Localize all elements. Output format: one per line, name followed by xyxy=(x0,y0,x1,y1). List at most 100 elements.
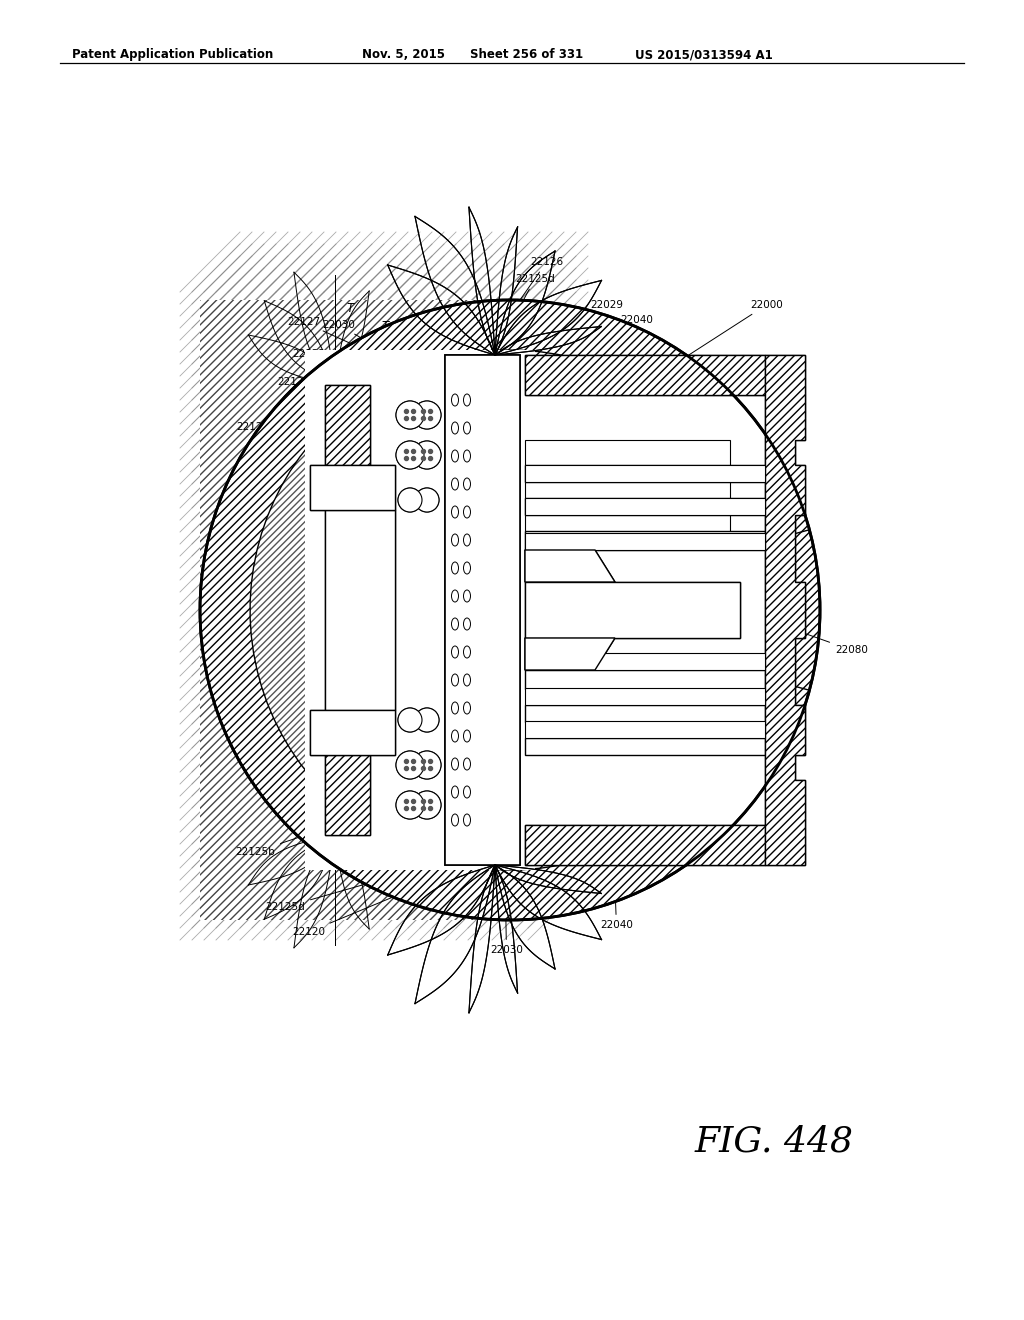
Text: T: T xyxy=(381,319,388,333)
Polygon shape xyxy=(765,355,805,865)
Ellipse shape xyxy=(464,562,470,574)
Ellipse shape xyxy=(452,618,459,630)
Circle shape xyxy=(408,417,413,422)
Text: FIG. 448: FIG. 448 xyxy=(695,1125,854,1159)
Bar xyxy=(445,355,520,865)
Circle shape xyxy=(428,807,432,810)
Circle shape xyxy=(412,409,416,413)
Ellipse shape xyxy=(452,645,459,657)
Ellipse shape xyxy=(452,450,459,462)
Circle shape xyxy=(412,767,416,771)
Ellipse shape xyxy=(452,562,459,574)
Circle shape xyxy=(422,807,425,810)
Ellipse shape xyxy=(452,393,459,407)
Ellipse shape xyxy=(464,758,470,770)
Circle shape xyxy=(396,401,424,429)
Polygon shape xyxy=(200,300,510,920)
Ellipse shape xyxy=(452,478,459,490)
Bar xyxy=(525,355,765,395)
Circle shape xyxy=(425,758,429,763)
Ellipse shape xyxy=(464,422,470,434)
Ellipse shape xyxy=(452,535,459,546)
Bar xyxy=(525,440,730,550)
Circle shape xyxy=(429,803,434,808)
Circle shape xyxy=(413,453,418,458)
Bar xyxy=(525,465,765,482)
Circle shape xyxy=(428,409,432,413)
Circle shape xyxy=(404,457,409,461)
Circle shape xyxy=(413,803,418,808)
Bar xyxy=(325,510,395,710)
Circle shape xyxy=(398,488,422,512)
Ellipse shape xyxy=(452,535,459,546)
Bar xyxy=(525,738,765,755)
Bar xyxy=(525,533,765,550)
Bar xyxy=(525,705,765,722)
Bar xyxy=(325,385,370,465)
Circle shape xyxy=(398,708,422,733)
Ellipse shape xyxy=(452,814,459,826)
Text: 22125b: 22125b xyxy=(236,805,391,857)
Circle shape xyxy=(396,751,424,779)
Ellipse shape xyxy=(452,478,459,490)
Ellipse shape xyxy=(452,422,459,434)
Ellipse shape xyxy=(452,730,459,742)
Circle shape xyxy=(408,447,413,453)
Ellipse shape xyxy=(452,675,459,686)
Ellipse shape xyxy=(464,675,470,686)
Text: 22126: 22126 xyxy=(487,257,563,347)
Bar xyxy=(325,755,370,836)
Circle shape xyxy=(404,807,409,810)
Text: 22122: 22122 xyxy=(292,348,396,408)
Wedge shape xyxy=(200,300,510,920)
Wedge shape xyxy=(355,830,665,920)
Bar xyxy=(310,710,395,755)
Circle shape xyxy=(413,791,441,818)
Circle shape xyxy=(408,767,413,772)
Circle shape xyxy=(412,800,416,804)
Circle shape xyxy=(425,767,429,772)
Bar xyxy=(525,653,765,671)
Circle shape xyxy=(404,767,409,771)
Circle shape xyxy=(413,401,441,429)
Ellipse shape xyxy=(464,645,470,657)
Ellipse shape xyxy=(464,618,470,630)
Circle shape xyxy=(412,417,416,421)
Bar xyxy=(445,355,520,865)
Circle shape xyxy=(428,800,432,804)
Ellipse shape xyxy=(452,758,459,770)
Text: Patent Application Publication: Patent Application Publication xyxy=(72,48,273,61)
Ellipse shape xyxy=(452,758,459,770)
Ellipse shape xyxy=(452,618,459,630)
Ellipse shape xyxy=(464,535,470,546)
Text: 22122: 22122 xyxy=(276,378,417,438)
Circle shape xyxy=(422,450,425,454)
Ellipse shape xyxy=(464,590,470,602)
Text: 22127: 22127 xyxy=(287,317,417,374)
Circle shape xyxy=(428,767,432,771)
Ellipse shape xyxy=(464,814,470,826)
Bar xyxy=(525,355,765,865)
Circle shape xyxy=(425,408,429,412)
Circle shape xyxy=(428,457,432,461)
Circle shape xyxy=(396,401,424,429)
Bar xyxy=(325,510,395,710)
Ellipse shape xyxy=(452,590,459,602)
Circle shape xyxy=(396,441,424,469)
Circle shape xyxy=(404,450,409,454)
Bar xyxy=(325,385,370,465)
Circle shape xyxy=(413,751,441,779)
Text: 22125d: 22125d xyxy=(494,275,555,355)
Bar xyxy=(525,825,765,865)
Ellipse shape xyxy=(464,478,470,490)
Ellipse shape xyxy=(452,645,459,657)
Polygon shape xyxy=(510,300,809,548)
Bar xyxy=(525,582,740,638)
Circle shape xyxy=(398,488,422,512)
Circle shape xyxy=(420,453,425,458)
Circle shape xyxy=(412,759,416,763)
Ellipse shape xyxy=(464,645,470,657)
Circle shape xyxy=(408,808,413,813)
Circle shape xyxy=(415,708,439,733)
Text: 22030: 22030 xyxy=(323,319,432,378)
